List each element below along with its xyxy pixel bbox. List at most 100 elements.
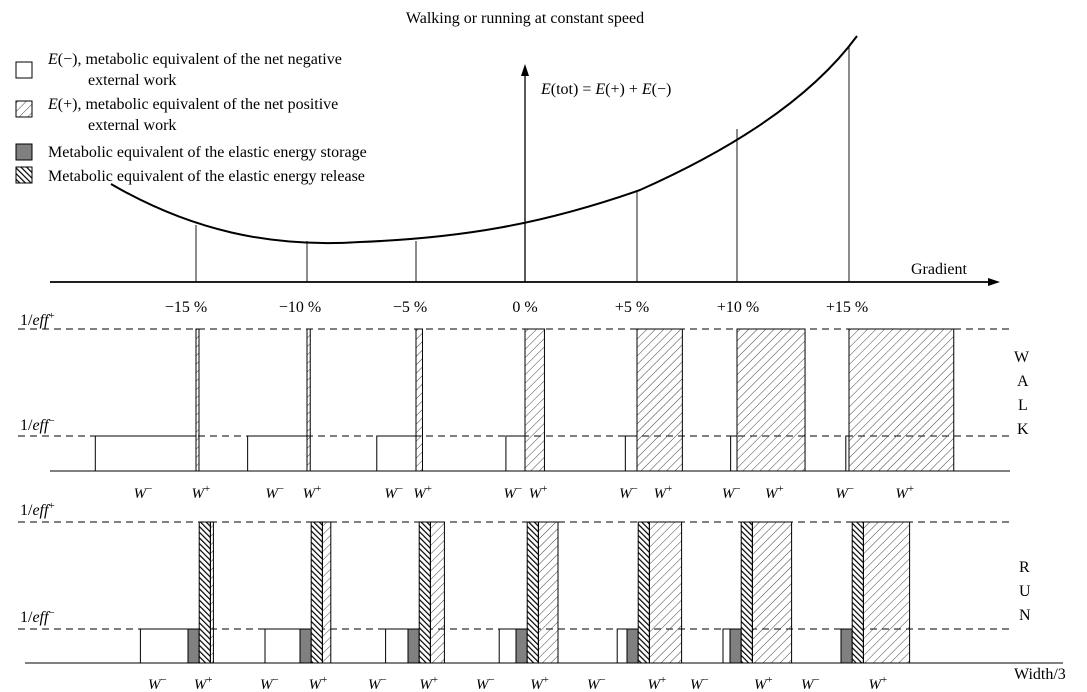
run-negative-work-bar-plus5 bbox=[616, 628, 628, 664]
run-label-w-plus-zero: W+ bbox=[530, 674, 549, 692]
run-positive-work-bar-minus10 bbox=[321, 521, 332, 664]
run-label-w-plus-minus15: W+ bbox=[194, 674, 213, 692]
walk-label-w-minus-minus15: W− bbox=[134, 483, 153, 502]
legend-swatch-elastic-storage bbox=[15, 143, 33, 161]
run-elastic-release-bar-minus5 bbox=[418, 521, 431, 664]
walk-pos-efficiency-label: 1/eff+ bbox=[20, 310, 55, 329]
legend-elastic-storage-label: Metabolic equivalent of the elastic ener… bbox=[48, 144, 367, 161]
gradient-label-minus15: −15 % bbox=[165, 299, 207, 316]
walk-label-w-minus-zero: W− bbox=[503, 483, 522, 502]
legend-positive-work-line2: external work bbox=[88, 117, 176, 134]
run-elastic-release-bar-zero bbox=[526, 521, 539, 664]
gradient-label-plus10: +10 % bbox=[717, 299, 759, 316]
run-elastic-storage-bar-minus5 bbox=[407, 628, 420, 664]
run-label-w-minus-plus15: W− bbox=[801, 674, 820, 692]
run-elastic-release-bar-plus15 bbox=[851, 521, 864, 664]
run-label-w-minus-zero: W− bbox=[476, 674, 495, 692]
run-negative-work-bar-minus5 bbox=[385, 628, 409, 664]
run-label-w-minus-plus5: W− bbox=[587, 674, 606, 692]
walk-positive-work-bar-minus5 bbox=[415, 328, 423, 472]
walk-label-w-minus-plus15: W− bbox=[835, 483, 854, 502]
walk-positive-work-bar-plus5 bbox=[636, 328, 683, 472]
run-positive-work-bar-minus15 bbox=[209, 521, 214, 664]
walk-bar-labels: W− W+ W− W+ W− W+ W− W+ W− W+ W− W+ W− W+ bbox=[134, 483, 914, 502]
walk-letter-w: W bbox=[1014, 349, 1030, 366]
walk-positive-work-bar-plus15 bbox=[848, 328, 955, 472]
run-negative-work-bar-minus10 bbox=[264, 628, 301, 664]
run-elastic-release-bar-plus5 bbox=[637, 521, 650, 664]
walk-label-w-plus-zero: W+ bbox=[529, 483, 548, 502]
gradient-label-plus15: +15 % bbox=[826, 299, 868, 316]
walk-negative-work-bar-minus5 bbox=[376, 435, 417, 472]
run-label-w-plus-plus5: W+ bbox=[648, 674, 667, 692]
walk-bars bbox=[94, 328, 955, 472]
walk-label-w-minus-minus10: W− bbox=[265, 483, 284, 502]
walk-label-w-plus-minus5: W+ bbox=[413, 483, 432, 502]
gradient-label-minus5: −5 % bbox=[393, 299, 427, 316]
run-elastic-release-bar-minus15 bbox=[198, 521, 211, 664]
legend-positive-work-line1: E(+), metabolic equivalent of the net po… bbox=[47, 96, 338, 113]
run-elastic-storage-bar-minus15 bbox=[187, 628, 200, 664]
run-negative-work-bar-plus10 bbox=[722, 628, 731, 664]
run-positive-work-bar-plus10 bbox=[751, 521, 793, 664]
run-elastic-storage-bar-zero bbox=[515, 628, 528, 664]
walk-label-w-plus-minus10: W+ bbox=[303, 483, 322, 502]
gradient-axis-label: Gradient bbox=[911, 261, 968, 278]
run-bar-labels: W− W+ W− W+ W− W+ W− W+ W− W+ W− W+ W− W+ bbox=[148, 674, 887, 692]
legend-swatch-elastic-release bbox=[15, 166, 33, 184]
walk-label-w-minus-plus5: W− bbox=[619, 483, 638, 502]
energy-curve-panel: E(tot) = E(+) + E(−) Gradient −15 % −10 … bbox=[50, 35, 1000, 316]
walk-label-w-minus-plus10: W− bbox=[722, 483, 741, 502]
legend-elastic-release-label: Metabolic equivalent of the elastic ener… bbox=[48, 168, 365, 185]
width-note: Width/3 bbox=[1014, 666, 1066, 683]
vertical-axis-arrowhead bbox=[521, 64, 529, 76]
gradient-label-minus10: −10 % bbox=[279, 299, 321, 316]
run-pos-efficiency-label: 1/eff+ bbox=[20, 500, 55, 519]
run-negative-work-bar-zero bbox=[498, 628, 517, 664]
run-label-w-plus-minus10: W+ bbox=[309, 674, 328, 692]
walk-positive-work-bar-minus15 bbox=[195, 328, 200, 472]
walk-negative-work-bar-minus15 bbox=[94, 435, 197, 472]
figure-title: Walking or running at constant speed bbox=[406, 10, 644, 27]
run-positive-work-bar-plus15 bbox=[862, 521, 911, 664]
run-positive-work-bar-minus5 bbox=[429, 521, 445, 664]
legend-negative-work-line1: E(−), metabolic equivalent of the net ne… bbox=[47, 51, 342, 68]
run-elastic-storage-bar-plus5 bbox=[626, 628, 639, 664]
run-letter-u: U bbox=[1019, 583, 1031, 600]
run-panel: 1/eff+ 1/eff− W− W+ W− W+ W− W+ W− W+ W− W+ W− W+ W−… bbox=[18, 500, 1066, 692]
walk-negative-work-bar-zero bbox=[505, 435, 526, 472]
run-elastic-storage-bar-plus10 bbox=[729, 628, 742, 664]
run-letter-n: N bbox=[1019, 607, 1031, 624]
walk-label-w-minus-minus5: W− bbox=[384, 483, 403, 502]
walk-letter-l: L bbox=[1018, 397, 1028, 414]
legend-negative-work-line2: external work bbox=[88, 72, 176, 89]
total-energy-curve bbox=[110, 35, 858, 245]
gradient-label-zero: 0 % bbox=[512, 299, 537, 316]
legend: E(−), metabolic equivalent of the net ne… bbox=[15, 51, 367, 185]
walk-positive-work-bar-zero bbox=[524, 328, 545, 472]
run-elastic-release-bar-plus10 bbox=[740, 521, 753, 664]
gradient-label-plus5: +5 % bbox=[615, 299, 649, 316]
walk-letter-k: K bbox=[1017, 421, 1029, 438]
run-label-w-plus-plus15: W+ bbox=[869, 674, 888, 692]
run-neg-efficiency-label: 1/eff− bbox=[20, 607, 55, 626]
run-positive-work-bar-zero bbox=[537, 521, 559, 664]
walk-positive-work-bar-plus10 bbox=[736, 328, 806, 472]
run-label-w-plus-minus5: W+ bbox=[419, 674, 438, 692]
run-elastic-storage-bar-minus10 bbox=[299, 628, 312, 664]
walk-label-w-plus-plus15: W+ bbox=[895, 483, 914, 502]
gradient-axis-arrowhead bbox=[988, 278, 1000, 286]
walk-negative-work-bar-plus5 bbox=[624, 435, 638, 472]
run-positive-work-bar-plus5 bbox=[648, 521, 683, 664]
run-label-w-minus-minus15: W− bbox=[148, 674, 167, 692]
run-label-w-minus-minus10: W− bbox=[260, 674, 279, 692]
walk-label-w-plus-minus15: W+ bbox=[192, 483, 211, 502]
walk-positive-work-bar-minus10 bbox=[306, 328, 311, 472]
run-label-w-minus-minus5: W− bbox=[368, 674, 387, 692]
run-negative-work-bar-minus15 bbox=[139, 628, 189, 664]
walk-negative-work-bar-minus10 bbox=[247, 435, 308, 472]
run-elastic-release-bar-minus10 bbox=[310, 521, 323, 664]
total-energy-equation: E(tot) = E(+) + E(−) bbox=[540, 81, 671, 98]
walk-label-w-plus-plus5: W+ bbox=[654, 483, 673, 502]
